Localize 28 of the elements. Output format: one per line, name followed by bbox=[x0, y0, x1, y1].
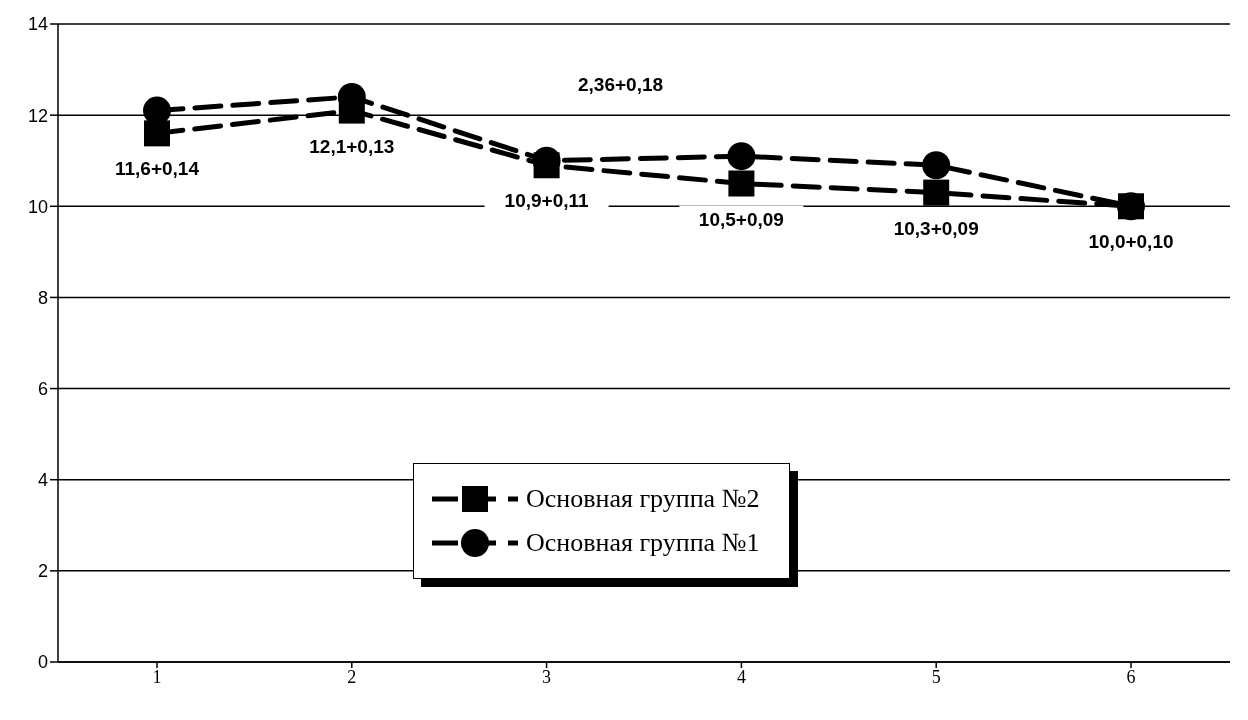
legend-label: Основная группа №2 bbox=[526, 484, 760, 514]
point bbox=[727, 142, 756, 171]
x-tick-label: 5 bbox=[931, 666, 941, 687]
data-label: 11,6+0,14 bbox=[114, 158, 200, 180]
data-label: 12,1+0,13 bbox=[309, 135, 395, 157]
y-tick-label: 12 bbox=[27, 105, 48, 126]
point bbox=[144, 120, 170, 147]
y-tick-label: 6 bbox=[37, 378, 48, 399]
data-label: 10,5+0,09 bbox=[698, 208, 784, 230]
x-tick-label: 6 bbox=[1126, 666, 1136, 687]
y-tick-label: 2 bbox=[37, 561, 48, 582]
data-label: 10,3+0,09 bbox=[893, 217, 979, 239]
point bbox=[728, 170, 755, 197]
x-tick-label: 1 bbox=[152, 666, 162, 687]
annotation: 2,36+0,18 bbox=[578, 74, 664, 96]
legend-label: Основная группа №1 bbox=[526, 528, 760, 558]
y-tick-label: 10 bbox=[27, 196, 48, 217]
x-tick-label: 3 bbox=[542, 666, 552, 687]
y-tick-label: 14 bbox=[27, 14, 48, 35]
data-label: 10,0+0,10 bbox=[1088, 231, 1174, 253]
data-label: 10,9+0,11 bbox=[504, 190, 590, 212]
x-tick-label: 2 bbox=[347, 666, 357, 687]
y-tick-label: 4 bbox=[37, 470, 48, 491]
y-tick-label: 0 bbox=[37, 652, 48, 673]
point bbox=[922, 151, 951, 180]
y-tick-label: 8 bbox=[37, 287, 48, 308]
x-tick-label: 4 bbox=[736, 666, 746, 687]
point bbox=[923, 179, 950, 206]
